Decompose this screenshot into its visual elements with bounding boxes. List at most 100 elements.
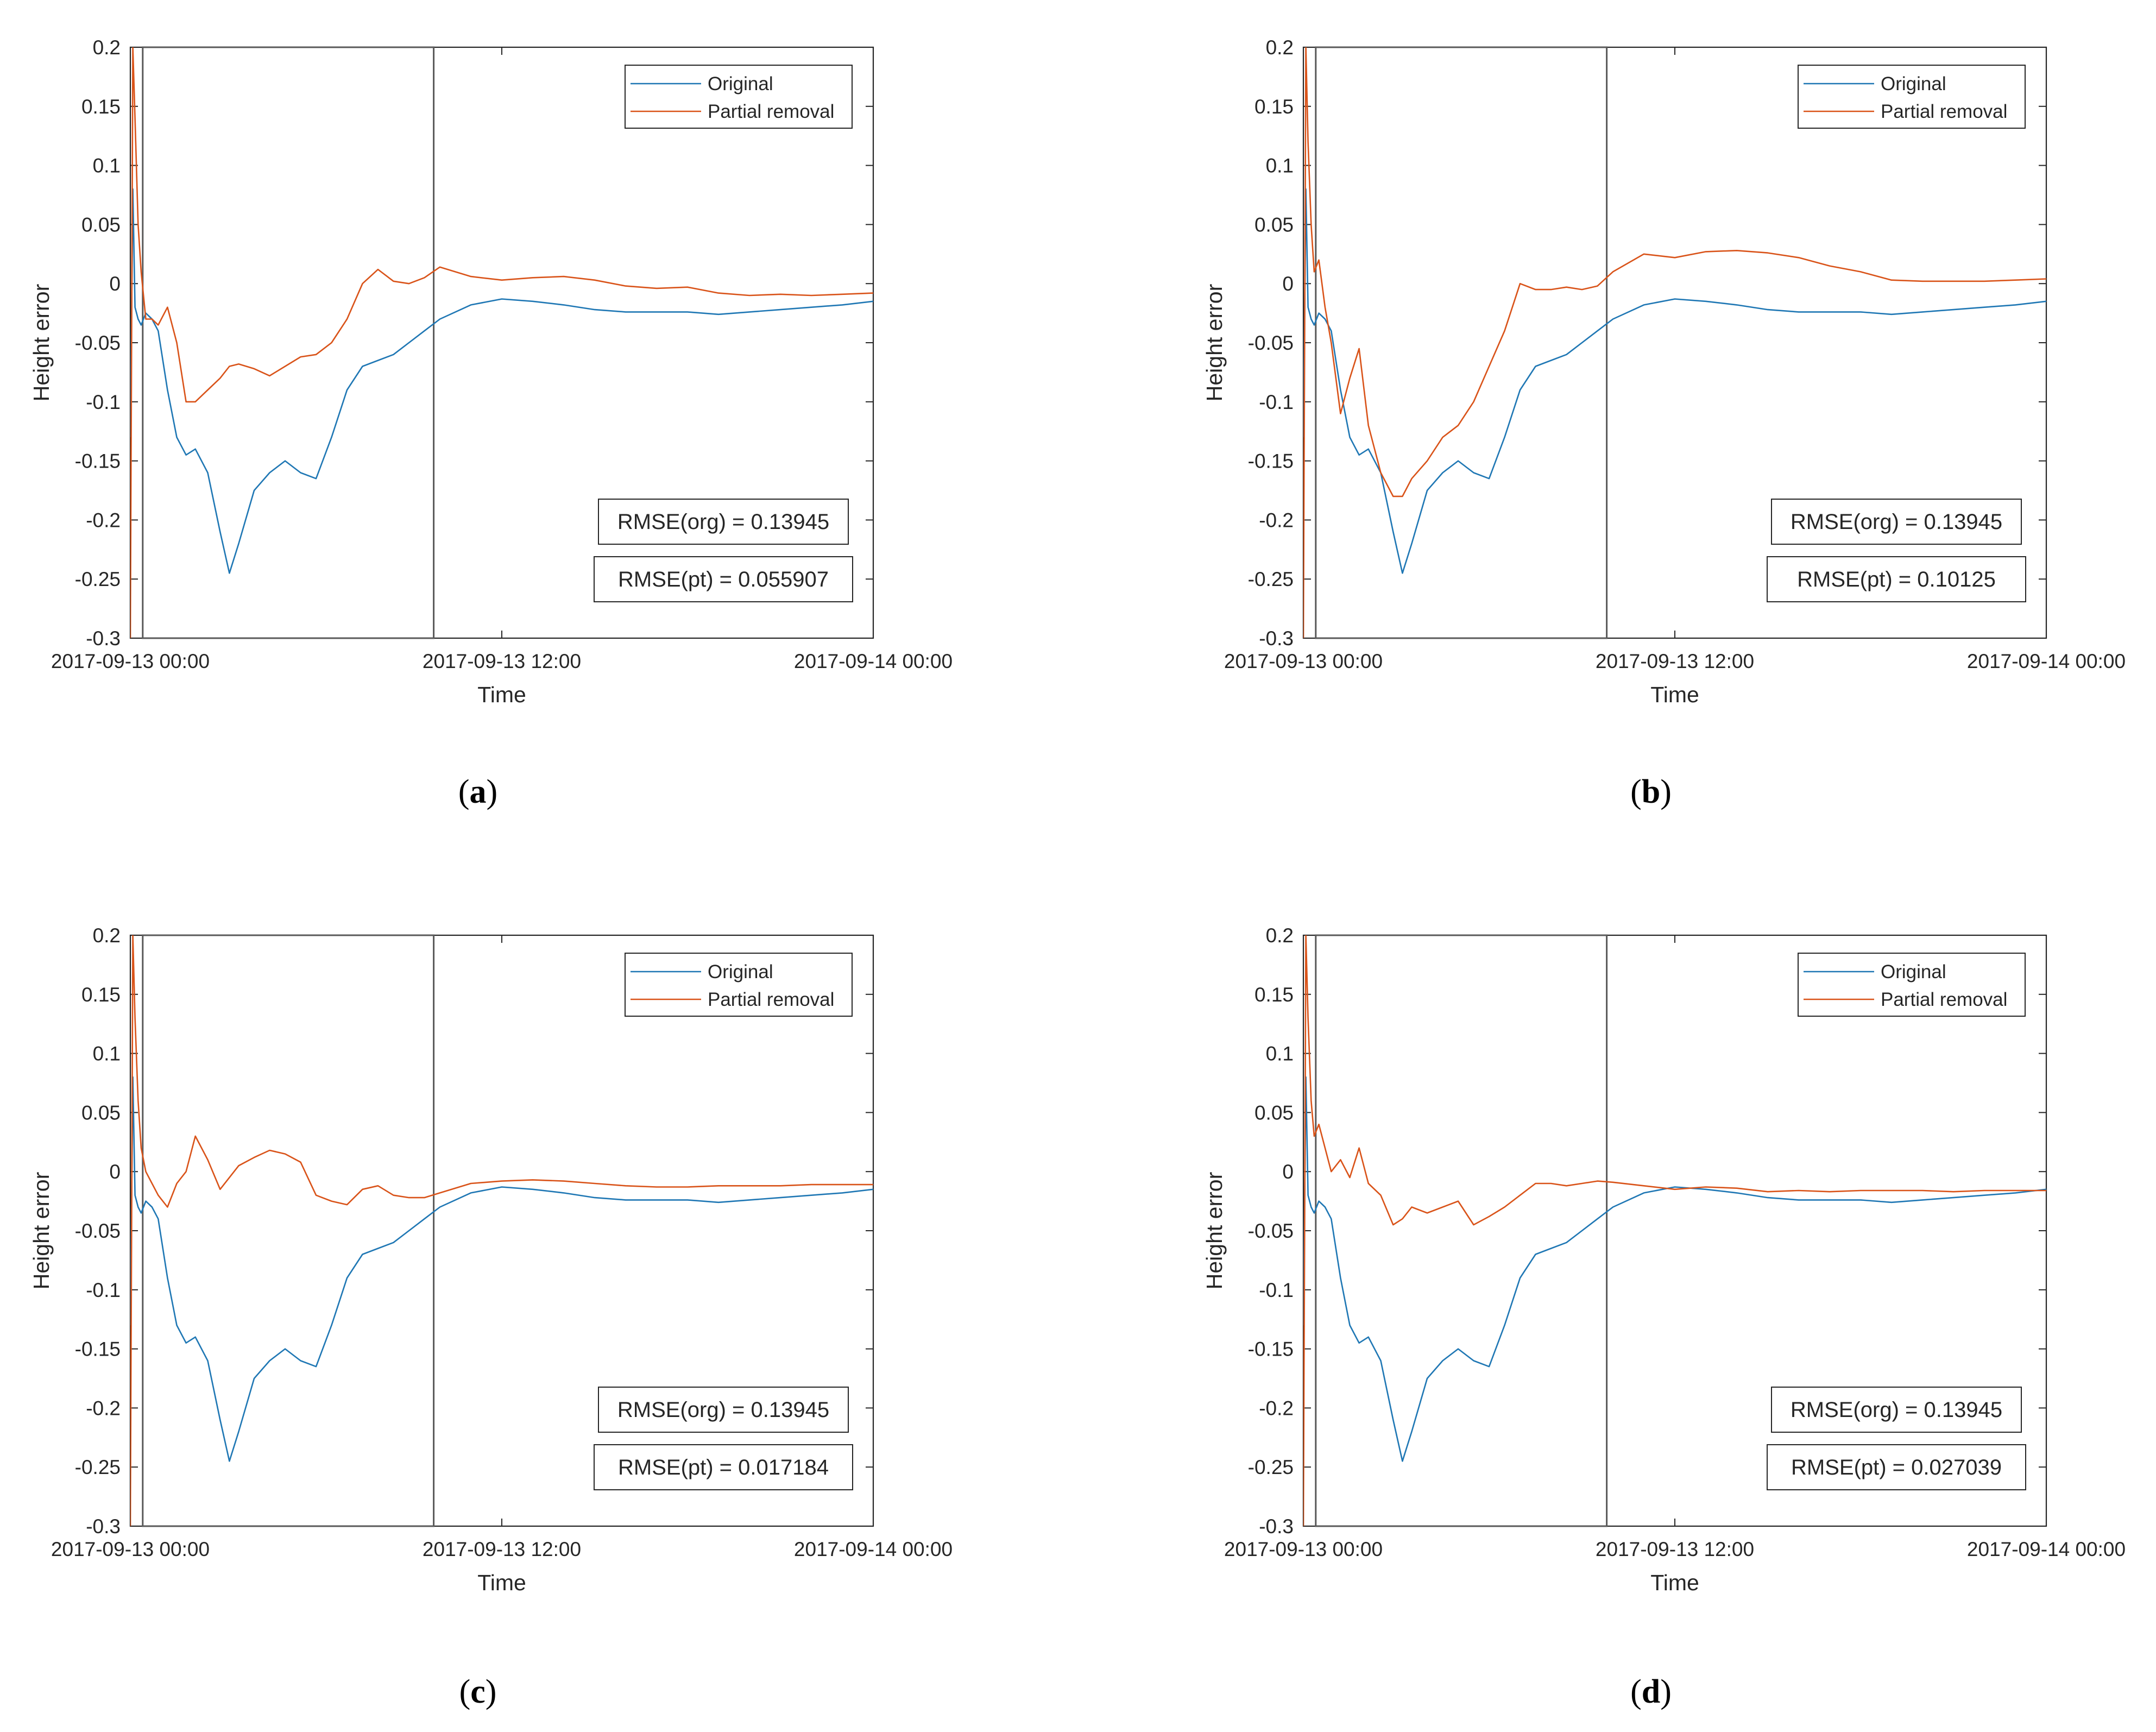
panel-label-letter: b [1642, 773, 1660, 810]
y-tick-label: -0.25 [1248, 568, 1294, 590]
y-tick-label: 0 [1282, 273, 1294, 295]
y-tick-label: 0.2 [93, 36, 121, 59]
y-tick-label: -0.15 [75, 450, 121, 473]
y-tick-label: 0.1 [93, 155, 121, 177]
panel-label-suffix: ) [486, 1673, 497, 1710]
y-tick-label: 0.15 [81, 984, 121, 1006]
y-tick-label: -0.2 [1259, 509, 1294, 531]
rmse-pt-box [1767, 1444, 2026, 1490]
x-tick-label: 2017-09-13 00:00 [1224, 1538, 1383, 1560]
plot-area [1302, 934, 2047, 1527]
highlight-window-box [1315, 46, 1608, 639]
y-tick-label: -0.25 [75, 1456, 121, 1478]
highlight-window-box [142, 934, 435, 1527]
legend-box [1798, 953, 2026, 1017]
x-tick-label: 2017-09-14 00:00 [1967, 650, 2126, 672]
x-tick-label: 2017-09-13 12:00 [1596, 650, 1754, 672]
y-tick-label: -0.1 [86, 1279, 121, 1301]
rmse-pt-label: RMSE(pt) = 0.10125 [1797, 568, 1996, 591]
chart-panel-b: 0.2 0.15 0.1 0.05 0 -0.05 -0.1 -0.15 -0.2 -0.25 -0… [1202, 36, 2126, 810]
panel-label-suffix: ) [1660, 1673, 1672, 1710]
panel-label-prefix: ( [458, 773, 470, 810]
y-tick-label: -0.05 [75, 332, 121, 354]
plot-area [1302, 46, 2047, 639]
x-tick-label: 2017-09-13 00:00 [51, 650, 210, 672]
highlight-window-box [142, 46, 435, 639]
y-tick-label: -0.1 [1259, 1279, 1294, 1301]
y-tick-label: -0.2 [86, 1397, 121, 1419]
chart-panel-d: 0.2 0.15 0.1 0.05 0 -0.05 -0.1 -0.15 -0.2 -0.25 -0… [1202, 924, 2126, 1710]
y-tick-label: 0 [109, 1161, 121, 1183]
y-tick-label: 0.05 [81, 213, 121, 236]
legend-box [1798, 65, 2026, 129]
series-line-original [1303, 188, 2046, 574]
series-line-partial-removal [1303, 935, 2046, 1526]
rmse-org-label: RMSE(org) = 0.13945 [617, 1398, 829, 1422]
rmse-pt-box [594, 1444, 853, 1490]
rmse-org-label: RMSE(org) = 0.13945 [617, 510, 829, 534]
x-axis-label: Time [1650, 1570, 1699, 1595]
rmse-org-box [598, 499, 849, 545]
y-tick-label: 0.05 [1254, 213, 1294, 236]
y-tick-label: -0.1 [86, 391, 121, 413]
series-line-partial-removal [130, 935, 873, 1526]
y-tick-label: -0.15 [1248, 450, 1294, 473]
rmse-pt-box [1767, 556, 2026, 602]
plot-area [129, 46, 874, 639]
series-line-original [1303, 1076, 2046, 1462]
legend-label-original: Original [1881, 73, 1946, 95]
rmse-pt-label: RMSE(pt) = 0.027039 [1791, 1456, 2002, 1479]
x-tick-label: 2017-09-14 00:00 [1967, 1538, 2126, 1560]
y-tick-label: -0.3 [86, 627, 121, 650]
rmse-org-box [598, 1387, 849, 1433]
legend-label-partial-removal: Partial removal [708, 989, 834, 1010]
y-tick-label: -0.05 [1248, 1220, 1294, 1242]
x-tick-label: 2017-09-13 12:00 [423, 650, 581, 672]
legend-label-original: Original [1881, 961, 1946, 982]
rmse-org-label: RMSE(org) = 0.13945 [1791, 1398, 2002, 1422]
y-tick-label: -0.25 [75, 568, 121, 590]
rmse-org-box [1771, 1387, 2022, 1433]
y-tick-label: 0.1 [1266, 155, 1294, 177]
y-tick-label: 0.1 [1266, 1043, 1294, 1065]
panel-label: (b) [1630, 773, 1672, 810]
panel-label: (a) [458, 773, 497, 810]
panel-label-letter: d [1642, 1673, 1660, 1710]
legend-label-partial-removal: Partial removal [1881, 101, 2007, 122]
panel-label-letter: a [470, 773, 487, 810]
x-axis-label: Time [477, 1570, 526, 1595]
x-tick-label: 2017-09-13 12:00 [423, 1538, 581, 1560]
y-tick-label: 0.1 [93, 1043, 121, 1065]
rmse-org-box [1771, 499, 2022, 545]
y-tick-label: -0.05 [75, 1220, 121, 1242]
series-line-partial-removal [1303, 47, 2046, 638]
y-tick-label: 0.2 [1266, 36, 1294, 59]
legend-label-original: Original [708, 73, 773, 95]
y-axis-label: Height error [29, 1172, 54, 1289]
y-tick-label: 0.2 [93, 924, 121, 947]
x-tick-label: 2017-09-14 00:00 [794, 650, 953, 672]
y-tick-label: 0 [1282, 1161, 1294, 1183]
legend-box [625, 65, 853, 129]
panel-label-suffix: ) [487, 773, 498, 810]
x-tick-label: 2017-09-14 00:00 [794, 1538, 953, 1560]
y-tick-label: -0.15 [1248, 1338, 1294, 1361]
y-axis-label: Height error [1202, 1172, 1227, 1289]
y-tick-label: -0.15 [75, 1338, 121, 1361]
y-tick-label: -0.2 [1259, 1397, 1294, 1419]
panel-label-suffix: ) [1660, 773, 1672, 810]
rmse-org-label: RMSE(org) = 0.13945 [1791, 510, 2002, 534]
y-axis-label: Height error [1202, 284, 1227, 401]
legend-label-original: Original [708, 961, 773, 982]
panel-label-prefix: ( [1630, 1673, 1642, 1710]
series-line-original [130, 1076, 873, 1462]
legend-label-partial-removal: Partial removal [708, 101, 834, 122]
panel-label-letter: c [470, 1673, 486, 1710]
y-tick-label: -0.05 [1248, 332, 1294, 354]
y-tick-label: -0.1 [1259, 391, 1294, 413]
chart-panel-a: 0.2 0.15 0.1 0.05 0 -0.05 -0.1 -0.15 -0.2 -0.25 -0… [29, 36, 953, 810]
panel-label-prefix: ( [459, 1673, 471, 1710]
x-axis-label: Time [1650, 682, 1699, 707]
y-tick-label: -0.25 [1248, 1456, 1294, 1478]
